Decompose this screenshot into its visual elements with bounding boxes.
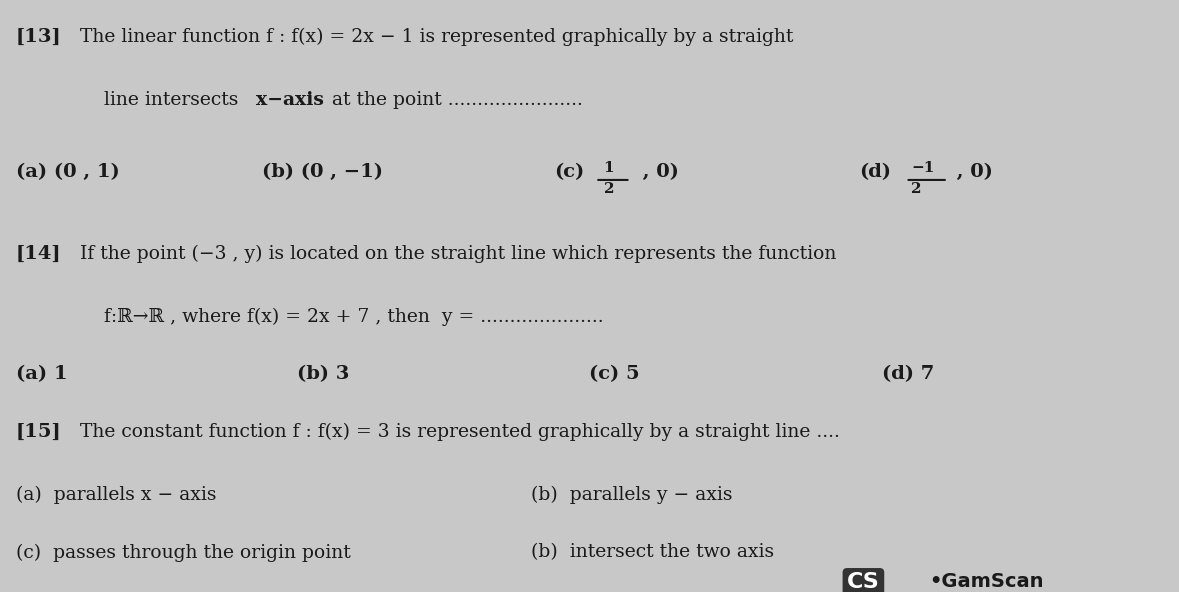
Text: line intersects: line intersects (104, 91, 244, 109)
Text: (d): (d) (858, 163, 891, 181)
Text: , 0): , 0) (637, 163, 679, 181)
Text: (b)  intersect the two axis: (b) intersect the two axis (531, 543, 775, 562)
Text: (b)  parallels y − axis: (b) parallels y − axis (531, 486, 732, 504)
Text: CS: CS (847, 572, 880, 592)
Text: x−axis: x−axis (256, 91, 324, 109)
Text: If the point (−3 , y) is located on the straight line which represents the funct: If the point (−3 , y) is located on the … (80, 245, 837, 263)
Text: (a)  parallels x − axis: (a) parallels x − axis (15, 486, 217, 504)
Text: , 0): , 0) (950, 163, 993, 181)
Text: 1: 1 (604, 160, 614, 175)
Text: f:ℝ→ℝ , where f(x) = 2x + 7 , then  y = .....................: f:ℝ→ℝ , where f(x) = 2x + 7 , then y = .… (104, 308, 604, 326)
Text: (b) 3: (b) 3 (297, 365, 349, 384)
Text: (b) (0 , −1): (b) (0 , −1) (262, 163, 383, 181)
Text: The linear function f : f(x) = 2x − 1 is represented graphically by a straight: The linear function f : f(x) = 2x − 1 is… (80, 28, 793, 47)
Text: (a) 1: (a) 1 (15, 365, 67, 384)
Text: The constant function f : f(x) = 3 is represented graphically by a straight line: The constant function f : f(x) = 3 is re… (80, 423, 841, 442)
Text: (c): (c) (554, 163, 585, 181)
Text: (c) 5: (c) 5 (590, 365, 640, 384)
Text: [14]: [14] (15, 245, 61, 263)
Text: at the point .......................: at the point ....................... (327, 91, 582, 109)
Text: 2: 2 (604, 182, 614, 197)
Text: •GamScan: •GamScan (929, 572, 1043, 591)
Text: (c)  passes through the origin point: (c) passes through the origin point (15, 543, 350, 562)
Text: (d) 7: (d) 7 (882, 365, 935, 384)
Text: (a) (0 , 1): (a) (0 , 1) (15, 163, 119, 181)
Text: 2: 2 (911, 182, 922, 197)
Text: [15]: [15] (15, 423, 61, 441)
Text: −1: −1 (911, 160, 935, 175)
Text: [13]: [13] (15, 28, 61, 46)
